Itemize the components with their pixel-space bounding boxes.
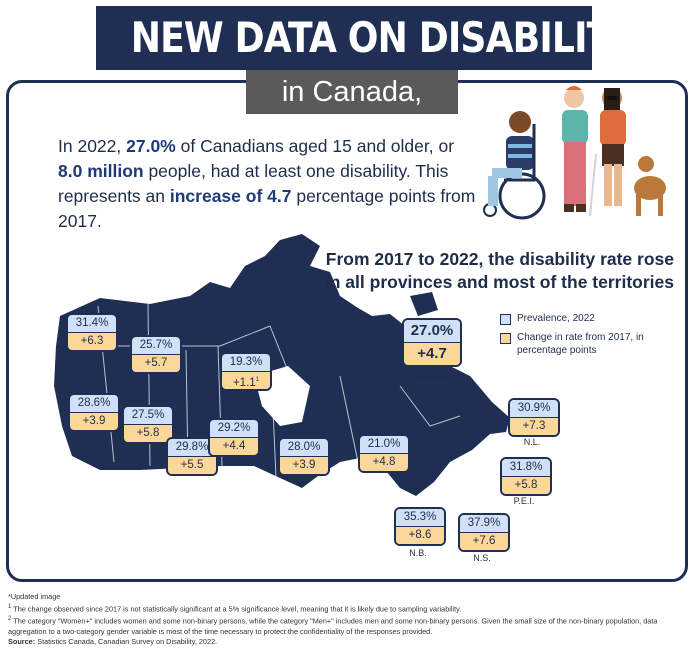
- subtitle-banner: in Canada, 2022: [246, 70, 458, 152]
- footnotes: *Updated image 1 The change observed sin…: [8, 592, 688, 647]
- legend-change: Change in rate from 2017, in percentage …: [500, 331, 667, 357]
- region-box-ab: 27.5% +5.8: [122, 405, 174, 444]
- region-box-qc: 21.0% +4.8: [358, 434, 410, 473]
- intro-text: In 2022, 27.0% of Canadians aged 15 and …: [58, 136, 476, 231]
- map-title: From 2017 to 2022, the disability rate r…: [324, 249, 674, 292]
- region-box-nb: 35.3% +8.6: [394, 507, 446, 546]
- region-box-mb: 29.2% +4.4: [208, 418, 260, 457]
- canada-label: CANADA: [409, 372, 451, 383]
- region-label-nl: N.L.: [523, 437, 541, 447]
- source-line: Source: Statistics Canada, Canadian Surv…: [8, 636, 218, 646]
- people-illustration: [483, 86, 666, 220]
- region-box-bc: 28.6% +3.9: [68, 393, 120, 432]
- footnote-2: 2 The category "Women+" includes women a…: [8, 616, 658, 636]
- region-box-ns: 37.9% +7.6: [458, 513, 510, 552]
- rate-highlight: 27.0%: [126, 136, 176, 156]
- nu-change: +1.11: [222, 371, 270, 389]
- region-box-pe: 31.8% +5.8: [500, 457, 552, 496]
- change-swatch: [500, 333, 511, 344]
- region-box-sk: 29.8% +5.5: [166, 437, 218, 476]
- prevalence-swatch: [500, 314, 511, 325]
- title-banner: NEW DATA ON DISABILITY: [96, 6, 637, 70]
- footnote-updated: *Updated image: [8, 592, 61, 601]
- region-label-nb: N.B.: [409, 548, 427, 558]
- map-legend: Prevalence, 2022 Change in rate from 201…: [500, 312, 667, 363]
- region-box-on: 28.0% +3.9: [278, 437, 330, 476]
- page-title: NEW DATA ON DISABILITY: [130, 13, 637, 62]
- region-label-pe: P.E.I.: [513, 496, 535, 506]
- region-box-nu: 19.3% +1.11: [220, 352, 272, 391]
- region-box-nl: 30.9% +7.3: [508, 398, 560, 437]
- count-highlight: 8.0 million: [58, 161, 144, 181]
- canada-box: 27.0% +4.7: [402, 318, 462, 367]
- region-box-nt: 25.7% +5.7: [130, 335, 182, 374]
- legend-prevalence: Prevalence, 2022: [500, 312, 667, 325]
- footnote-1: 1 The change observed since 2017 is not …: [8, 604, 462, 614]
- increase-highlight: increase of 4.7: [169, 186, 292, 206]
- region-box-yt: 31.4% +6.3: [66, 313, 118, 352]
- region-label-ns: N.S.: [473, 553, 491, 563]
